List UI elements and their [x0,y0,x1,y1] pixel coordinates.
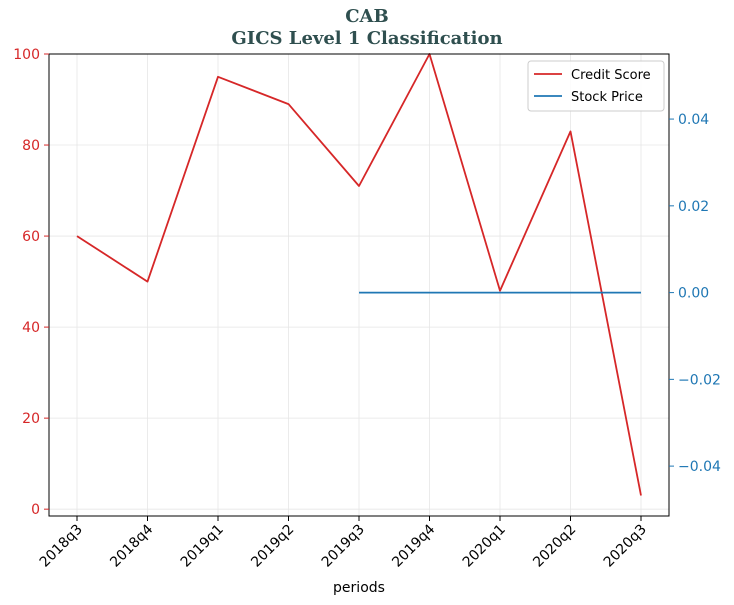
x-tick-label: 2019q2 [248,522,297,571]
series-line-credit-score [76,53,642,496]
x-tick-label: 2019q4 [389,521,438,570]
chart-title-block: CAB GICS Level 1 Classification [0,6,734,50]
left-tick-label: 80 [22,138,40,154]
axes [44,53,674,521]
series-lines [76,53,642,496]
x-tick-label: 2019q1 [178,522,227,571]
left-tick-label: 100 [13,47,40,63]
right-tick-label: 0.04 [678,112,709,128]
x-axis-label: periods [333,580,385,596]
legend: Credit Score Stock Price [527,60,665,112]
right-tick-label: 0.02 [678,199,709,215]
x-tick-label: 2020q3 [601,522,650,571]
tick-labels: 0 20 40 60 80 100 −0.04 −0.02 0.00 0.02 0.04 2018q3… [13,47,721,571]
left-tick-label: 60 [22,229,40,245]
grid-lines [49,53,669,516]
chart-title: CAB [345,6,389,27]
right-tick-label: −0.04 [678,459,721,475]
left-tick-label: 0 [31,502,40,518]
legend-label: Credit Score [571,68,651,83]
x-tick-label: 2018q3 [37,522,86,571]
legend-label: Stock Price [571,90,643,105]
x-tick-label: 2020q1 [460,522,509,571]
right-tick-label: 0.00 [678,286,709,302]
left-tick-label: 40 [22,320,40,336]
x-tick-label: 2018q4 [107,521,156,570]
x-tick-label: 2019q3 [319,522,368,571]
right-tick-label: −0.02 [678,372,721,388]
x-tick-label: 2020q2 [530,522,579,571]
left-tick-label: 20 [22,411,40,427]
chart-subtitle: GICS Level 1 Classification [231,28,503,49]
